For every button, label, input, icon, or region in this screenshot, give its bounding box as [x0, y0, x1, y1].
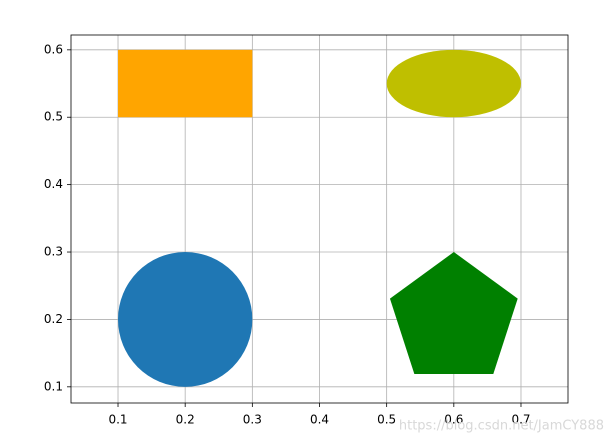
ellipse [386, 49, 521, 118]
x-tick-label: 0.4 [310, 413, 329, 427]
x-tick-label: 0.6 [444, 413, 463, 427]
x-tick-label: 0.7 [511, 413, 530, 427]
x-tick-label: 0.3 [243, 413, 262, 427]
rectangle [118, 49, 253, 118]
pentagon [389, 252, 518, 374]
x-tick-label: 0.2 [176, 413, 195, 427]
y-tick-label: 0.3 [44, 245, 63, 259]
y-tick-label: 0.1 [44, 379, 63, 393]
watermark: https://blog.csdn.net/JamCY888 [399, 419, 604, 434]
x-tick-label: 0.5 [377, 413, 396, 427]
ticks: 0.1 0.2 0.3 0.4 0.5 0.6 0.7 0.1 0.2 0.3 0.4 0.5 0.6 [44, 42, 531, 426]
y-tick-label: 0.5 [44, 110, 63, 124]
circle [118, 252, 253, 387]
y-tick-label: 0.2 [44, 312, 63, 326]
y-tick-label: 0.4 [44, 177, 63, 191]
y-tick-label: 0.6 [44, 42, 63, 56]
shapes [118, 49, 521, 387]
x-tick-label: 0.1 [108, 413, 127, 427]
